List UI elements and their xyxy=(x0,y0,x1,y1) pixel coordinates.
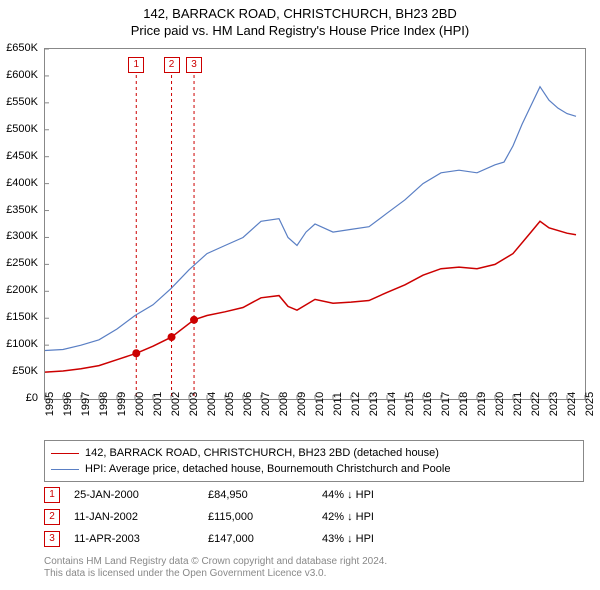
footer-attribution: Contains HM Land Registry data © Crown c… xyxy=(44,556,584,580)
sale-price: £115,000 xyxy=(208,511,308,523)
y-tick-label: £400K xyxy=(6,177,38,189)
sale-date: 25-JAN-2000 xyxy=(74,489,194,501)
legend-swatch xyxy=(51,469,79,470)
legend-row: 142, BARRACK ROAD, CHRISTCHURCH, BH23 2B… xyxy=(51,445,577,461)
sale-row: 2 11-JAN-2002 £115,000 42% ↓ HPI xyxy=(44,506,584,528)
title-block: 142, BARRACK ROAD, CHRISTCHURCH, BH23 2B… xyxy=(0,0,600,38)
x-tick-label: 2021 xyxy=(512,392,524,416)
legend-row: HPI: Average price, detached house, Bour… xyxy=(51,461,577,477)
chart-container: 142, BARRACK ROAD, CHRISTCHURCH, BH23 2B… xyxy=(0,0,600,590)
sale-row: 3 11-APR-2003 £147,000 43% ↓ HPI xyxy=(44,528,584,550)
footer-line1: Contains HM Land Registry data © Crown c… xyxy=(44,556,584,568)
x-tick-label: 1995 xyxy=(44,392,56,416)
x-axis: 1995199619971998199920002001200220032004… xyxy=(44,398,584,438)
x-tick-label: 2025 xyxy=(584,392,596,416)
x-tick-label: 2017 xyxy=(440,392,452,416)
sale-price: £84,950 xyxy=(208,489,308,501)
x-tick-label: 1998 xyxy=(98,392,110,416)
sale-price: £147,000 xyxy=(208,533,308,545)
sale-date: 11-JAN-2002 xyxy=(74,511,194,523)
x-tick-label: 2013 xyxy=(368,392,380,416)
chart-subtitle: Price paid vs. HM Land Registry's House … xyxy=(0,23,600,38)
y-axis: £0£50K£100K£150K£200K£250K£300K£350K£400… xyxy=(0,48,42,398)
y-tick-label: £650K xyxy=(6,42,38,54)
y-tick-label: £50K xyxy=(12,365,38,377)
sale-row: 1 25-JAN-2000 £84,950 44% ↓ HPI xyxy=(44,484,584,506)
x-tick-label: 2022 xyxy=(530,392,542,416)
legend-label: HPI: Average price, detached house, Bour… xyxy=(85,463,450,475)
x-tick-label: 2015 xyxy=(404,392,416,416)
x-tick-label: 2004 xyxy=(206,392,218,416)
x-tick-label: 1996 xyxy=(62,392,74,416)
x-tick-label: 2008 xyxy=(278,392,290,416)
x-tick-label: 2010 xyxy=(314,392,326,416)
footer-line2: This data is licensed under the Open Gov… xyxy=(44,568,584,580)
x-tick-label: 2002 xyxy=(170,392,182,416)
y-tick-label: £0 xyxy=(26,392,38,404)
x-tick-label: 2012 xyxy=(350,392,362,416)
x-tick-label: 2014 xyxy=(386,392,398,416)
y-tick-label: £450K xyxy=(6,150,38,162)
x-tick-label: 2007 xyxy=(260,392,272,416)
sale-date: 11-APR-2003 xyxy=(74,533,194,545)
y-tick-label: £250K xyxy=(6,257,38,269)
sale-marker-icon: 1 xyxy=(44,487,60,503)
plot-area: 1 23 xyxy=(44,48,586,400)
y-tick-label: £350K xyxy=(6,204,38,216)
legend-label: 142, BARRACK ROAD, CHRISTCHURCH, BH23 2B… xyxy=(85,447,439,459)
sale-marker-1: 1 xyxy=(128,57,144,73)
x-tick-label: 2023 xyxy=(548,392,560,416)
sale-delta: 44% ↓ HPI xyxy=(322,489,442,501)
sale-marker-icon: 3 xyxy=(44,531,60,547)
sale-marker-2: 2 xyxy=(164,57,180,73)
x-tick-label: 2011 xyxy=(332,392,344,416)
sale-marker-3: 3 xyxy=(186,57,202,73)
legend-swatch xyxy=(51,453,79,454)
sales-table: 1 25-JAN-2000 £84,950 44% ↓ HPI 2 11-JAN-2002… xyxy=(44,484,584,550)
x-tick-label: 2005 xyxy=(224,392,236,416)
x-tick-label: 1999 xyxy=(116,392,128,416)
x-tick-label: 2000 xyxy=(134,392,146,416)
sale-delta: 43% ↓ HPI xyxy=(322,533,442,545)
legend: 142, BARRACK ROAD, CHRISTCHURCH, BH23 2B… xyxy=(44,440,584,482)
sale-delta: 42% ↓ HPI xyxy=(322,511,442,523)
x-tick-label: 2006 xyxy=(242,392,254,416)
x-tick-label: 2024 xyxy=(566,392,578,416)
chart-svg xyxy=(45,49,585,399)
chart-title-address: 142, BARRACK ROAD, CHRISTCHURCH, BH23 2B… xyxy=(0,6,600,21)
x-tick-label: 2020 xyxy=(494,392,506,416)
x-tick-label: 2009 xyxy=(296,392,308,416)
y-tick-label: £300K xyxy=(6,230,38,242)
x-tick-label: 1997 xyxy=(80,392,92,416)
y-tick-label: £200K xyxy=(6,284,38,296)
y-tick-label: £550K xyxy=(6,96,38,108)
x-tick-label: 2019 xyxy=(476,392,488,416)
y-tick-label: £600K xyxy=(6,69,38,81)
x-tick-label: 2003 xyxy=(188,392,200,416)
y-tick-label: £150K xyxy=(6,311,38,323)
sale-marker-icon: 2 xyxy=(44,509,60,525)
y-tick-label: £100K xyxy=(6,338,38,350)
x-tick-label: 2001 xyxy=(152,392,164,416)
x-tick-label: 2018 xyxy=(458,392,470,416)
y-tick-label: £500K xyxy=(6,123,38,135)
x-tick-label: 2016 xyxy=(422,392,434,416)
